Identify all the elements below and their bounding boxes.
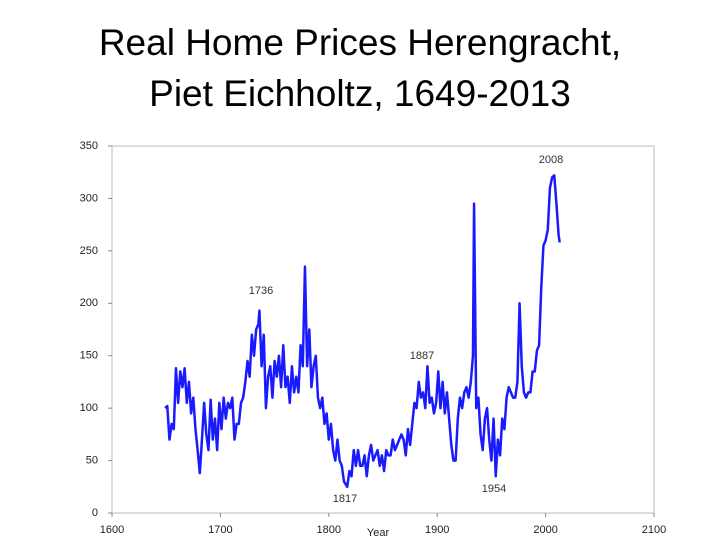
x-tick-label: 1700: [208, 524, 232, 536]
annotation: 1817: [333, 493, 357, 505]
x-tick-label: 1900: [425, 524, 449, 536]
annotation: 2008: [539, 154, 563, 166]
y-tick-label: 200: [80, 297, 98, 309]
chart-title: Piet Eichholtz, 1649-2013: [149, 73, 571, 114]
annotation: 1887: [410, 350, 434, 362]
y-tick-label: 350: [80, 140, 98, 152]
y-tick-label: 0: [92, 507, 98, 519]
annotation: 1736: [249, 285, 273, 297]
x-tick-label: 1600: [100, 524, 124, 536]
x-tick-label: 2100: [642, 524, 666, 536]
y-tick-label: 300: [80, 192, 98, 204]
x-tick-label: 2000: [533, 524, 557, 536]
y-tick-label: 250: [80, 245, 98, 257]
chart-title: Real Home Prices Herengracht,: [99, 22, 621, 63]
data-line: [164, 174, 561, 489]
x-axis-label: Year: [367, 527, 390, 539]
plot-frame: [111, 145, 655, 514]
x-tick-label: 1800: [317, 524, 341, 536]
annotation: 1954: [482, 483, 506, 495]
y-tick-label: 50: [86, 454, 98, 466]
y-tick-label: 100: [80, 402, 98, 414]
y-tick-label: 150: [80, 350, 98, 362]
